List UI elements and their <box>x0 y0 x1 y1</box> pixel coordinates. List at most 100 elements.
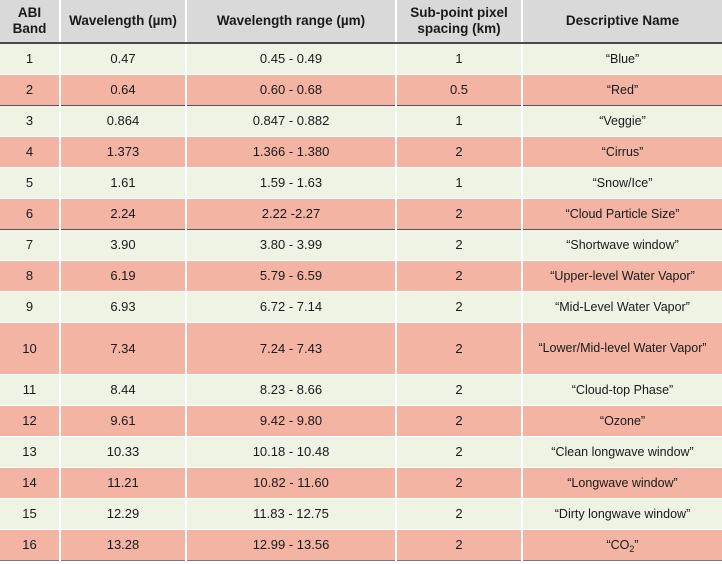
cell-spacing: 2 <box>396 436 523 468</box>
table-row: 9 6.93 6.72 - 7.14 2 “Mid-Level Water Va… <box>0 291 722 323</box>
cell-wavelength: 1.373 <box>60 136 187 168</box>
cell-name: “Lower/Mid-level Water Vapor” <box>522 322 722 375</box>
cell-range: 2.22 -2.27 <box>186 198 397 230</box>
cell-wavelength: 12.29 <box>60 498 187 530</box>
table-row: 2 0.64 0.60 - 0.68 0.5 “Red” <box>0 74 722 106</box>
cell-wavelength: 0.47 <box>60 43 187 75</box>
cell-band: 4 <box>0 136 61 168</box>
cell-wavelength: 0.864 <box>60 105 187 137</box>
cell-spacing: 0.5 <box>396 74 523 106</box>
cell-range: 0.45 - 0.49 <box>186 43 397 75</box>
cell-spacing: 2 <box>396 529 523 561</box>
cell-range: 9.42 - 9.80 <box>186 405 397 437</box>
table-row: 4 1.373 1.366 - 1.380 2 “Cirrus” <box>0 136 722 168</box>
cell-wavelength: 0.64 <box>60 74 187 106</box>
cell-name: “Cirrus” <box>522 136 722 168</box>
cell-range: 8.23 - 8.66 <box>186 374 397 406</box>
cell-name: “Shortwave window” <box>522 229 722 261</box>
table-row: 16 13.28 12.99 - 13.56 2 “CO2” <box>0 529 722 561</box>
cell-spacing: 2 <box>396 498 523 530</box>
header-band: ABI Band <box>0 0 61 44</box>
cell-wavelength: 11.21 <box>60 467 187 499</box>
cell-name: “Dirty longwave window” <box>522 498 722 530</box>
cell-spacing: 2 <box>396 374 523 406</box>
table-row: 5 1.61 1.59 - 1.63 1 “Snow/Ice” <box>0 167 722 199</box>
table-row: 11 8.44 8.23 - 8.66 2 “Cloud-top Phase” <box>0 374 722 406</box>
cell-wavelength: 13.28 <box>60 529 187 561</box>
cell-range: 10.82 - 11.60 <box>186 467 397 499</box>
cell-name: “Clean longwave window” <box>522 436 722 468</box>
cell-wavelength: 1.61 <box>60 167 187 199</box>
table-row: 8 6.19 5.79 - 6.59 2 “Upper-level Water … <box>0 260 722 292</box>
table-row: 14 11.21 10.82 - 11.60 2 “Longwave windo… <box>0 467 722 499</box>
cell-band: 1 <box>0 43 61 75</box>
cell-name: “Upper-level Water Vapor” <box>522 260 722 292</box>
header-row: ABI Band Wavelength (µm) Wavelength rang… <box>0 0 722 44</box>
cell-name: “CO2” <box>522 529 722 561</box>
cell-range: 6.72 - 7.14 <box>186 291 397 323</box>
cell-range: 3.80 - 3.99 <box>186 229 397 261</box>
cell-band: 16 <box>0 529 61 561</box>
table-row: 12 9.61 9.42 - 9.80 2 “Ozone” <box>0 405 722 437</box>
cell-band: 5 <box>0 167 61 199</box>
cell-spacing: 2 <box>396 322 523 375</box>
cell-wavelength: 6.19 <box>60 260 187 292</box>
cell-name: “Cloud Particle Size” <box>522 198 722 230</box>
cell-wavelength: 8.44 <box>60 374 187 406</box>
cell-wavelength: 7.34 <box>60 322 187 375</box>
cell-spacing: 2 <box>396 136 523 168</box>
cell-range: 0.847 - 0.882 <box>186 105 397 137</box>
cell-range: 10.18 - 10.48 <box>186 436 397 468</box>
table-row: 13 10.33 10.18 - 10.48 2 “Clean longwave… <box>0 436 722 468</box>
cell-name-suffix: ” <box>634 537 639 552</box>
cell-spacing: 1 <box>396 43 523 75</box>
cell-spacing: 2 <box>396 467 523 499</box>
table-row: 6 2.24 2.22 -2.27 2 “Cloud Particle Size… <box>0 198 722 230</box>
cell-range: 1.59 - 1.63 <box>186 167 397 199</box>
cell-name: “Longwave window” <box>522 467 722 499</box>
cell-spacing: 2 <box>396 198 523 230</box>
cell-band: 13 <box>0 436 61 468</box>
cell-range: 7.24 - 7.43 <box>186 322 397 375</box>
cell-band: 15 <box>0 498 61 530</box>
cell-band: 2 <box>0 74 61 106</box>
cell-spacing: 1 <box>396 167 523 199</box>
cell-name: “Blue” <box>522 43 722 75</box>
cell-spacing: 2 <box>396 405 523 437</box>
cell-band: 14 <box>0 467 61 499</box>
cell-spacing: 1 <box>396 105 523 137</box>
cell-name: “Veggie” <box>522 105 722 137</box>
table-row: 7 3.90 3.80 - 3.99 2 “Shortwave window” <box>0 229 722 261</box>
header-descriptive-name: Descriptive Name <box>522 0 722 44</box>
table-row: 15 12.29 11.83 - 12.75 2 “Dirty longwave… <box>0 498 722 530</box>
cell-band: 7 <box>0 229 61 261</box>
table-row: 1 0.47 0.45 - 0.49 1 “Blue” <box>0 43 722 75</box>
cell-wavelength: 10.33 <box>60 436 187 468</box>
header-wavelength: Wavelength (µm) <box>60 0 187 44</box>
cell-range: 5.79 - 6.59 <box>186 260 397 292</box>
table-row: 3 0.864 0.847 - 0.882 1 “Veggie” <box>0 105 722 137</box>
cell-name-subscript: 2 <box>629 543 635 554</box>
header-wavelength-range: Wavelength range (µm) <box>186 0 397 44</box>
cell-wavelength: 6.93 <box>60 291 187 323</box>
cell-spacing: 2 <box>396 291 523 323</box>
cell-band: 8 <box>0 260 61 292</box>
cell-spacing: 2 <box>396 229 523 261</box>
cell-band: 10 <box>0 322 61 375</box>
cell-band: 6 <box>0 198 61 230</box>
cell-band: 9 <box>0 291 61 323</box>
cell-range: 12.99 - 13.56 <box>186 529 397 561</box>
cell-band: 11 <box>0 374 61 406</box>
cell-name-prefix: “CO <box>606 537 630 552</box>
cell-wavelength: 3.90 <box>60 229 187 261</box>
header-pixel-spacing: Sub-point pixel spacing (km) <box>396 0 523 44</box>
cell-name: “Snow/Ice” <box>522 167 722 199</box>
cell-name: “Red” <box>522 74 722 106</box>
cell-spacing: 2 <box>396 260 523 292</box>
cell-band: 12 <box>0 405 61 437</box>
cell-name: “Cloud-top Phase” <box>522 374 722 406</box>
cell-range: 0.60 - 0.68 <box>186 74 397 106</box>
table-row: 10 7.34 7.24 - 7.43 2 “Lower/Mid-level W… <box>0 322 722 375</box>
cell-name: “Ozone” <box>522 405 722 437</box>
